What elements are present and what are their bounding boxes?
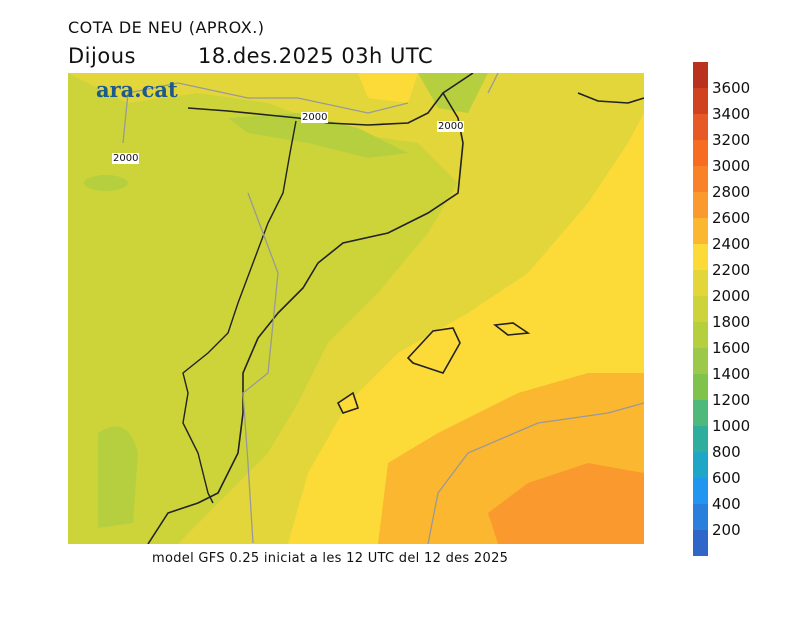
datetime-label: 18.des.2025 03h UTC <box>197 44 434 68</box>
colorbar-bin <box>693 478 708 504</box>
colorbar-label: 3200 <box>712 131 751 149</box>
field-green-west2 <box>84 175 128 191</box>
colorbar-bin <box>693 504 708 530</box>
colorbar-label: 600 <box>712 469 741 487</box>
island-mallorca <box>406 327 461 374</box>
model-footer: model GFS 0.25 iniciat a les 12 UTC del … <box>152 551 509 566</box>
colorbar-bin <box>693 88 708 114</box>
colorbar-label: 1200 <box>712 391 751 409</box>
colorbar-bin <box>693 140 708 166</box>
day-label: Dijous <box>68 44 136 68</box>
contour-label: 2000 <box>112 153 140 164</box>
colorbar-label: 3600 <box>712 79 751 97</box>
field-1800-west <box>68 73 458 544</box>
colorbar-bin <box>693 244 708 270</box>
island-ibiza <box>336 391 360 414</box>
colorbar-label: 3400 <box>712 105 751 123</box>
colorbar-bin <box>693 426 708 452</box>
colorbar-label: 2200 <box>712 261 751 279</box>
colorbar-bin <box>693 62 708 88</box>
colorbar <box>693 62 708 556</box>
colorbar-bin <box>693 192 708 218</box>
colorbar-label: 2000 <box>712 287 751 305</box>
colorbar-bin <box>693 374 708 400</box>
colorbar-label: 800 <box>712 443 741 461</box>
colorbar-bin <box>693 270 708 296</box>
colorbar-label: 400 <box>712 495 741 513</box>
map-title: COTA DE NEU (APROX.) <box>68 18 265 37</box>
colorbar-bin <box>693 452 708 478</box>
colorbar-bin <box>693 348 708 374</box>
contour-label: 2000 <box>301 112 329 123</box>
field-green-west <box>98 426 138 528</box>
field-pyrenees <box>228 113 408 158</box>
colorbar-label: 200 <box>712 521 741 539</box>
colorbar-bin <box>693 296 708 322</box>
colorbar-bin <box>693 166 708 192</box>
colorbar-label: 1600 <box>712 339 751 357</box>
colorbar-label: 2800 <box>712 183 751 201</box>
field-2600 <box>488 463 644 544</box>
colorbar-bin <box>693 114 708 140</box>
coastline <box>147 73 644 544</box>
colorbar-bin <box>693 218 708 244</box>
contour-label: 2000 <box>437 121 465 132</box>
colorbar-label: 2600 <box>712 209 751 227</box>
colorbar-label: 1800 <box>712 313 751 331</box>
colorbar-label: 3000 <box>712 157 751 175</box>
island-menorca <box>492 322 531 336</box>
border-line <box>182 120 297 504</box>
colorbar-label: 1000 <box>712 417 751 435</box>
colorbar-label: 1400 <box>712 365 751 383</box>
colorbar-bin <box>693 322 708 348</box>
colorbar-bin <box>693 530 708 556</box>
snow-level-map <box>68 73 644 544</box>
admin-boundaries <box>122 73 644 544</box>
aracat-logo: ara.cat <box>96 77 178 102</box>
colorbar-label: 2400 <box>712 235 751 253</box>
colorbar-bin <box>693 400 708 426</box>
forecast-datetime: Dijous 18.des.2025 03h UTC <box>68 44 495 68</box>
